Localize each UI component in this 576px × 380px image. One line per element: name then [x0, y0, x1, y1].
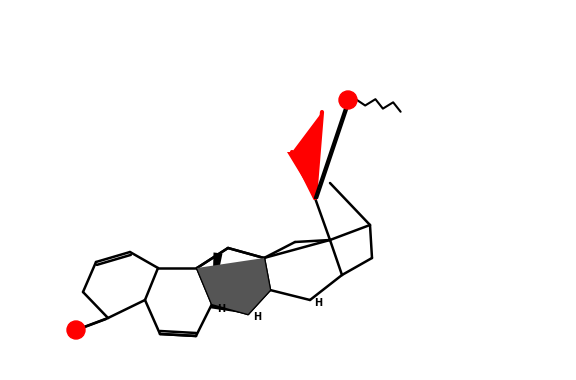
Polygon shape — [292, 112, 322, 198]
Text: H: H — [314, 298, 322, 308]
Circle shape — [339, 91, 357, 109]
Polygon shape — [211, 300, 248, 314]
Polygon shape — [287, 152, 315, 198]
Text: H: H — [217, 304, 225, 314]
Polygon shape — [212, 252, 222, 304]
Circle shape — [67, 321, 85, 339]
Polygon shape — [197, 258, 270, 314]
Text: H: H — [253, 312, 261, 322]
